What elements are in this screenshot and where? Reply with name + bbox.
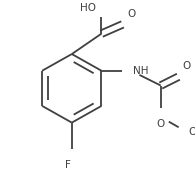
Text: O: O (127, 9, 135, 19)
Text: F: F (65, 160, 71, 170)
Text: NH: NH (133, 66, 148, 76)
Text: O: O (183, 61, 191, 71)
Text: O: O (157, 119, 165, 129)
Text: HO: HO (80, 3, 96, 13)
Text: O: O (189, 127, 195, 137)
